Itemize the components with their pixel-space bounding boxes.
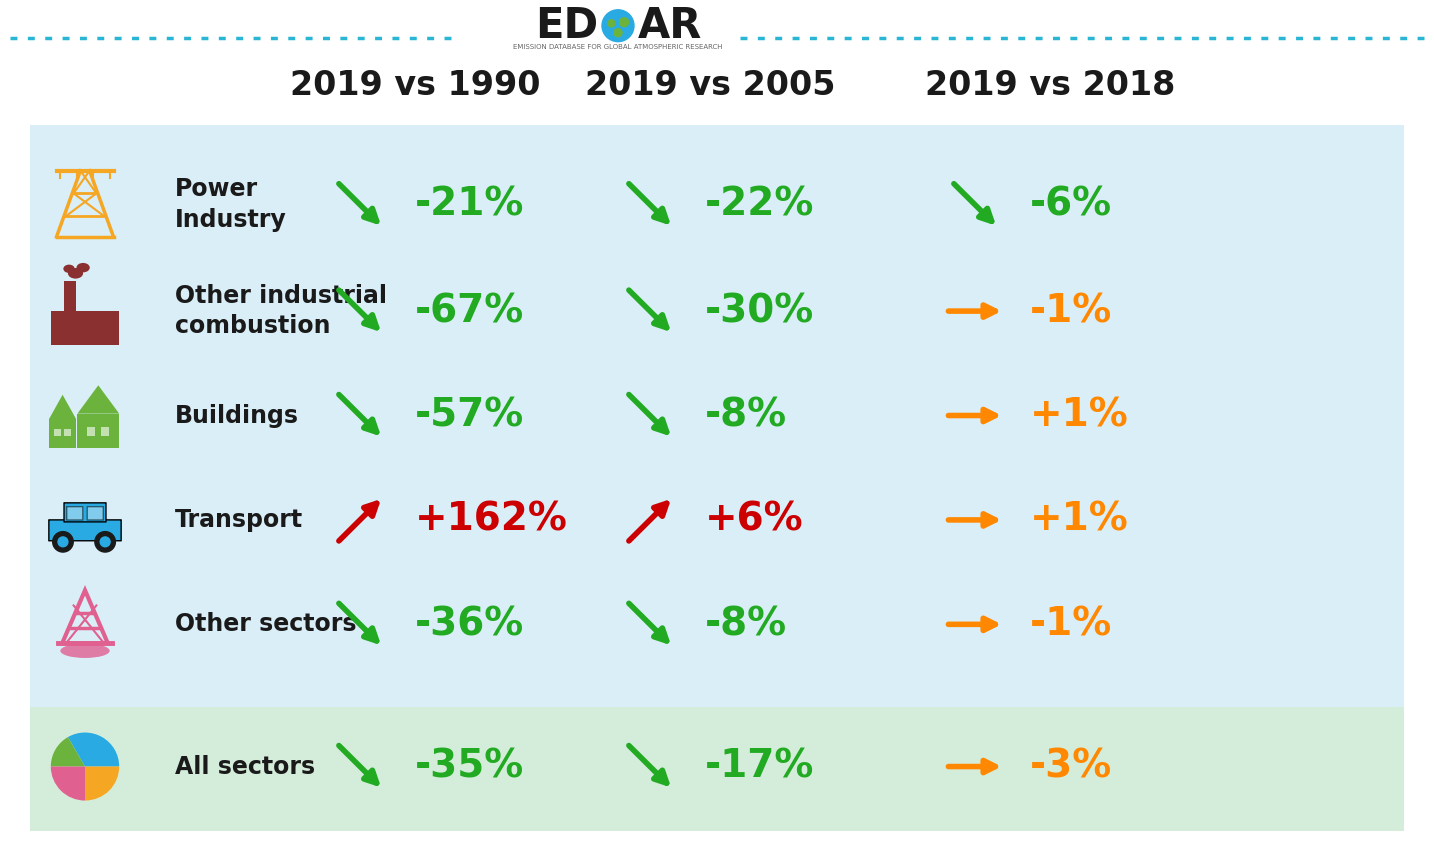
Wedge shape <box>50 766 85 801</box>
Text: AR: AR <box>638 4 703 46</box>
Text: 2019 vs 1990: 2019 vs 1990 <box>290 69 541 102</box>
Wedge shape <box>50 737 85 766</box>
FancyBboxPatch shape <box>49 520 120 541</box>
Bar <box>87 427 95 437</box>
Text: -35%: -35% <box>414 747 525 785</box>
Text: -67%: -67% <box>414 292 525 330</box>
Bar <box>77 413 119 448</box>
Circle shape <box>619 18 628 27</box>
Text: -8%: -8% <box>706 605 787 643</box>
Text: -8%: -8% <box>706 397 787 435</box>
Bar <box>50 311 119 345</box>
Text: -17%: -17% <box>706 747 815 785</box>
FancyBboxPatch shape <box>65 503 106 522</box>
Circle shape <box>100 537 110 547</box>
Circle shape <box>608 20 615 27</box>
Text: -1%: -1% <box>1030 605 1113 643</box>
Ellipse shape <box>63 264 75 273</box>
Wedge shape <box>85 766 119 801</box>
Bar <box>65 281 76 315</box>
Circle shape <box>614 28 622 37</box>
Text: Buildings: Buildings <box>175 404 300 428</box>
Text: -1%: -1% <box>1030 292 1113 330</box>
Circle shape <box>95 531 115 552</box>
Ellipse shape <box>60 644 109 658</box>
Text: ED: ED <box>535 4 598 46</box>
Text: -22%: -22% <box>706 186 815 224</box>
Text: Power
Industry: Power Industry <box>175 177 287 232</box>
Text: Other sectors: Other sectors <box>175 612 357 636</box>
Circle shape <box>57 537 67 547</box>
Text: +162%: +162% <box>414 501 568 539</box>
Bar <box>65 429 72 437</box>
Text: 2019 vs 2005: 2019 vs 2005 <box>585 69 835 102</box>
Bar <box>100 427 109 437</box>
Text: -3%: -3% <box>1030 747 1113 785</box>
Bar <box>30 125 1404 707</box>
Bar <box>54 429 60 437</box>
Text: +1%: +1% <box>1030 501 1129 539</box>
Text: -30%: -30% <box>706 292 815 330</box>
Ellipse shape <box>76 263 90 272</box>
Ellipse shape <box>67 268 83 279</box>
Text: 2019 vs 2018: 2019 vs 2018 <box>925 69 1176 102</box>
Polygon shape <box>77 385 119 413</box>
FancyBboxPatch shape <box>67 506 83 520</box>
Text: +6%: +6% <box>706 501 803 539</box>
Text: +1%: +1% <box>1030 397 1129 435</box>
Polygon shape <box>49 394 76 419</box>
Text: -36%: -36% <box>414 605 525 643</box>
Text: Transport: Transport <box>175 508 303 532</box>
Text: -21%: -21% <box>414 186 525 224</box>
Bar <box>49 419 76 448</box>
Bar <box>30 707 1404 831</box>
Text: -57%: -57% <box>414 397 525 435</box>
Text: Other industrial
combustion: Other industrial combustion <box>175 284 387 338</box>
Text: All sectors: All sectors <box>175 754 315 778</box>
Circle shape <box>602 9 634 41</box>
FancyBboxPatch shape <box>87 506 103 520</box>
Circle shape <box>53 531 73 552</box>
Text: EMISSION DATABASE FOR GLOBAL ATMOSPHERIC RESEARCH: EMISSION DATABASE FOR GLOBAL ATMOSPHERIC… <box>513 44 723 50</box>
Text: -6%: -6% <box>1030 186 1113 224</box>
Wedge shape <box>67 733 119 766</box>
